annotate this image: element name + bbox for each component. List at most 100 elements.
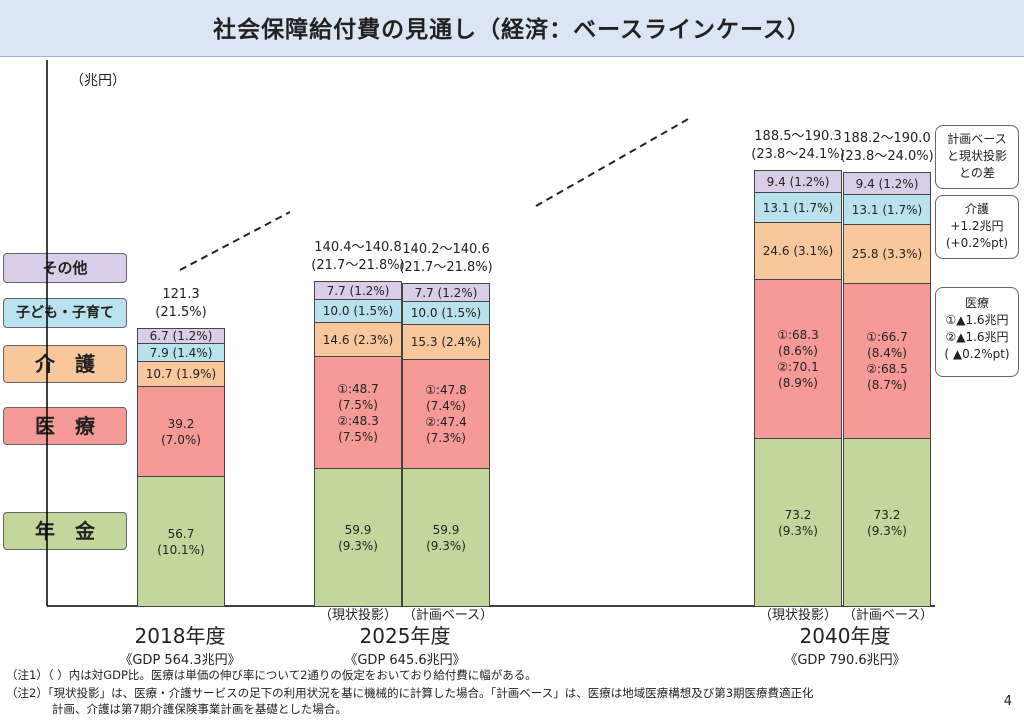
legend-label: 医 療 <box>35 414 95 438</box>
bar-segment-other: 9.4 (1.2%) <box>754 170 842 193</box>
unit-label: （兆円） <box>70 73 126 89</box>
total-pct: (23.8～24.1%) <box>751 147 845 162</box>
data-label: 7.9 (1.4%) <box>149 345 213 360</box>
bar-segment-child: 10.0 (1.5%) <box>402 301 490 325</box>
data-label: (8.6%) <box>778 344 818 358</box>
data-label: (9.3%) <box>778 523 818 538</box>
year-label-2018: 2018年度 《GDP 564.3兆円》 <box>100 620 260 668</box>
data-label: ①:47.8 <box>425 383 467 397</box>
bar-segment-care: 24.6 (3.1%) <box>754 222 842 280</box>
data-label: (7.4%) <box>426 399 466 413</box>
data-label: (8.7%) <box>867 378 907 392</box>
data-label: 56.7 <box>167 526 195 541</box>
total-pct: (21.7～21.8%) <box>311 258 405 273</box>
data-label: ②:47.4 <box>425 415 467 429</box>
note-line: 計画ベース <box>947 132 1007 146</box>
bar-segment-medical: ①:68.3 (8.6%) ②:70.1 (8.9%) <box>754 279 842 439</box>
total-label: 188.2～190.0 (23.8～24.0%) <box>827 130 947 166</box>
data-label: ①:66.7 <box>866 330 908 344</box>
note-line: と現状投影 <box>946 149 1007 163</box>
sublabel-2040-keikaku: （計画ベース） <box>842 608 934 623</box>
total-label: 140.4～140.8 (21.7～21.8%) <box>298 239 418 275</box>
data-label: ①:48.7 <box>337 381 379 396</box>
data-label: (7.3%) <box>426 431 466 445</box>
total-label: 140.2～140.6 (21.7～21.8%) <box>386 241 506 277</box>
bar-segment-medical: ①:66.7 (8.4%) ②:68.5 (8.7%) <box>843 283 931 439</box>
bar-segment-child: 13.1 (1.7%) <box>754 192 842 223</box>
gdp-text: 《GDP 564.3兆円》 <box>119 653 241 668</box>
legend-label: その他 <box>42 259 88 277</box>
bar-segment-child: 13.1 (1.7%) <box>843 194 931 225</box>
bar-segment-medical: ①:47.8 (7.4%) ②:47.4 (7.3%) <box>402 359 490 469</box>
data-label: 9.4 (1.2%) <box>855 176 919 191</box>
data-label: 24.6 (3.1%) <box>762 244 834 258</box>
note-line: +1.2兆円 <box>950 219 1004 233</box>
gdp-text: 《GDP 645.6兆円》 <box>344 653 466 668</box>
data-label: 73.2 <box>784 507 812 522</box>
legend-care: 介 護 <box>3 345 127 383</box>
bar-segment-care: 15.3 (2.4%) <box>402 324 490 360</box>
legend-other: その他 <box>3 253 127 283</box>
page-title: 社会保障給付費の見通し（経済：ベースラインケース） <box>213 17 811 43</box>
data-label: (9.3%) <box>867 523 907 538</box>
bar-segment-medical: 39.2 (7.0%) <box>137 386 225 477</box>
bar-segment-child: 7.9 (1.4%) <box>137 343 225 362</box>
total-pct: (23.8～24.0%) <box>840 149 934 164</box>
sublabel-2025-keikaku: （計画ベース） <box>402 608 494 623</box>
bar-segment-other: 7.7 (1.2%) <box>402 283 490 302</box>
sublabel-2025-genjo: （現状投影） <box>318 608 397 623</box>
note-line: 介護 <box>964 202 989 216</box>
data-label: 10.0 (1.5%) <box>322 304 394 318</box>
data-label: 7.7 (1.2%) <box>414 285 478 300</box>
note-diff: 計画ベース と現状投影 との差 <box>935 125 1019 189</box>
data-label: 39.2 <box>167 416 195 431</box>
bar-segment-care: 25.8 (3.3%) <box>843 224 931 284</box>
bar-segment-other: 7.7 (1.2%) <box>314 281 402 300</box>
data-label: 15.3 (2.4%) <box>410 335 482 349</box>
total-label: 188.5～190.3 (23.8～24.1%) <box>738 128 858 164</box>
legend-pension: 年 金 <box>3 512 127 550</box>
data-label: 10.0 (1.5%) <box>410 306 482 320</box>
data-label: 25.8 (3.3%) <box>851 247 923 261</box>
total-value: 188.2～190.0 <box>843 131 931 146</box>
total-value: 121.3 <box>162 287 200 302</box>
total-value: 140.2～140.6 <box>402 242 490 257</box>
bar-segment-care: 10.7 (1.9%) <box>137 361 225 387</box>
data-label: (8.9%) <box>778 376 818 390</box>
data-label: (7.5%) <box>338 397 378 412</box>
data-label: ①:68.3 <box>777 328 819 342</box>
note-line: との差 <box>959 166 995 180</box>
bar-segment-pension: 73.2 (9.3%) <box>843 438 931 607</box>
total-label: 121.3 (21.5%) <box>121 286 241 322</box>
bar-segment-pension: 59.9 (9.3%) <box>314 468 402 607</box>
bar-segment-pension: 56.7 (10.1%) <box>137 476 225 607</box>
data-label: 9.4 (1.2%) <box>766 174 830 189</box>
title-bar: 社会保障給付費の見通し（経済：ベースラインケース） <box>0 0 1024 57</box>
bar-segment-medical: ①:48.7 (7.5%) ②:48.3 (7.5%) <box>314 356 402 469</box>
data-label: ②:70.1 <box>777 360 819 374</box>
bar-segment-care: 14.6 (2.3%) <box>314 322 402 357</box>
data-label: 14.6 (2.3%) <box>322 332 394 347</box>
data-label: 59.9 <box>432 522 460 537</box>
total-value: 188.5～190.3 <box>754 129 842 144</box>
bar-segment-pension: 73.2 (9.3%) <box>754 438 842 607</box>
data-label: ②:48.3 <box>337 413 379 428</box>
data-label: 73.2 <box>873 507 901 522</box>
note-line: ②▲1.6兆円 <box>945 330 1009 344</box>
data-label: 13.1 (1.7%) <box>762 200 834 215</box>
bar-segment-other: 6.7 (1.2%) <box>137 328 225 344</box>
data-label: 7.7 (1.2%) <box>326 283 390 298</box>
year-label-2040: 2040年度 《GDP 790.6兆円》 <box>760 620 930 668</box>
data-label: 59.9 <box>344 522 372 537</box>
data-label: (7.5%) <box>338 429 378 444</box>
data-label: (10.1%) <box>157 542 205 557</box>
data-label: 13.1 (1.7%) <box>851 202 923 217</box>
note-line: 医療 <box>964 296 989 310</box>
year-text: 2018年度 <box>134 624 226 648</box>
data-label: (8.4%) <box>867 346 907 360</box>
footnote-3: 計画、介護は第7期介護保険事業計画を基礎とした場合。 <box>6 702 347 716</box>
note-medical: 医療 ①▲1.6兆円 ②▲1.6兆円 ( ▲0.2%pt) <box>935 287 1019 377</box>
note-line: ( ▲0.2%pt) <box>944 347 1010 361</box>
year-label-2025: 2025年度 《GDP 645.6兆円》 <box>320 620 490 668</box>
bar-segment-child: 10.0 (1.5%) <box>314 299 402 323</box>
